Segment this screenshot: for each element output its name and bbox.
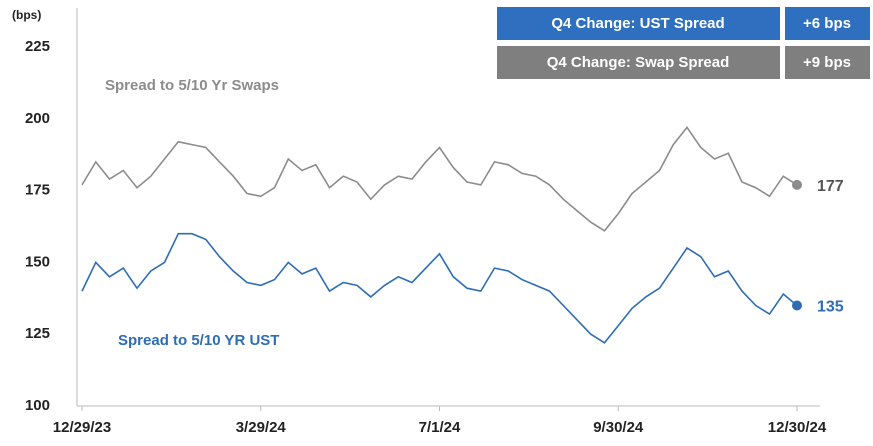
series-line [81, 232, 798, 344]
x-tick-label: 9/30/24 [593, 419, 644, 436]
series-line [81, 126, 798, 232]
y-tick-label: 100 [25, 397, 50, 414]
annotation-label: Q4 Change: Swap Spread [547, 54, 730, 71]
series-label: Spread to 5/10 YR UST [118, 332, 279, 349]
x-tick-label: 12/29/23 [53, 419, 111, 436]
end-point [792, 179, 802, 190]
end-label: 177 [817, 178, 844, 195]
annotation-value: +6 bps [803, 15, 851, 32]
y-tick-label: 200 [25, 110, 50, 127]
x-tick-label: 7/1/24 [419, 419, 461, 436]
y-axis-label: (bps) [12, 8, 41, 22]
end-point [792, 300, 802, 311]
annotation-value: +9 bps [803, 54, 851, 71]
annotation-value-box [785, 7, 870, 40]
y-tick-label: 225 [25, 38, 50, 55]
series-label: Spread to 5/10 Yr Swaps [105, 77, 279, 94]
y-tick-label: 175 [25, 182, 50, 199]
annotation-label: Q4 Change: UST Spread [551, 15, 724, 32]
y-tick-label: 125 [25, 325, 50, 342]
annotation-box [497, 46, 780, 79]
y-tick-label: 150 [25, 253, 50, 270]
x-tick-label: 3/29/24 [236, 419, 287, 436]
x-tick-label: 12/30/24 [768, 419, 827, 436]
annotation-value-box [785, 46, 870, 79]
annotation-box [497, 7, 780, 40]
end-label: 135 [817, 299, 844, 316]
